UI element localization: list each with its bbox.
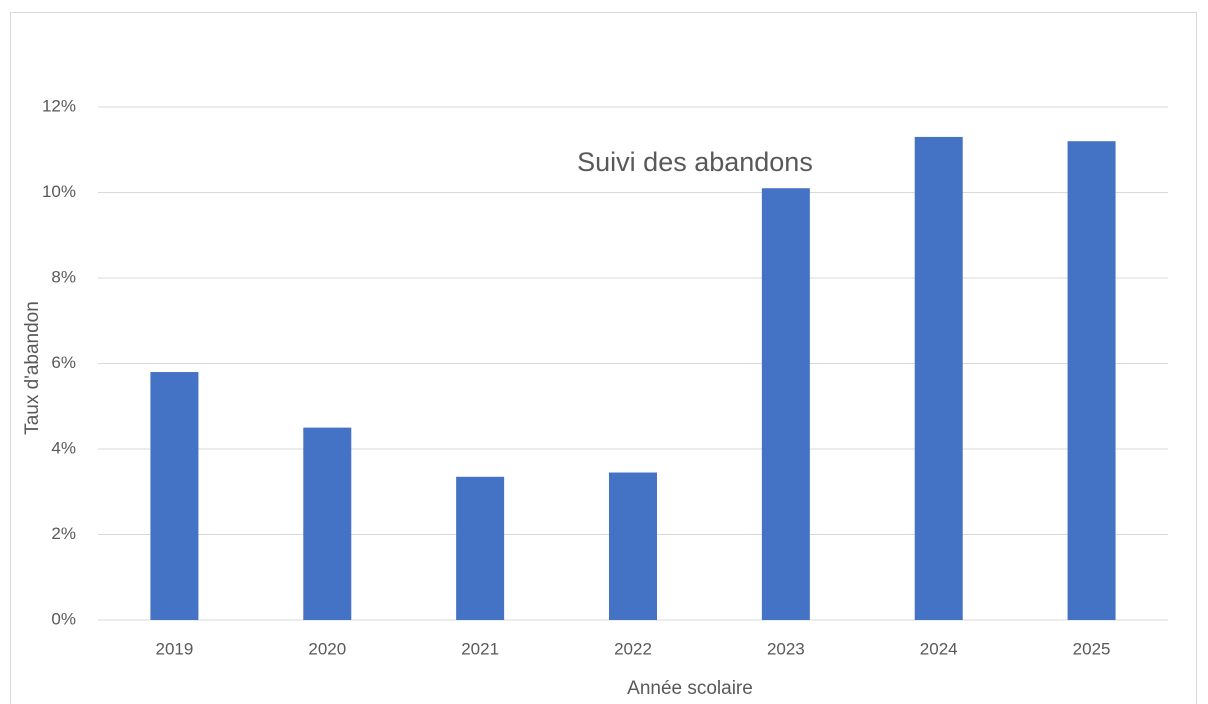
x-tick-label: 2022 [614,639,652,658]
chart-title: Suivi des abandons [577,147,813,177]
bar [914,136,963,621]
bar [1067,141,1116,620]
bar [761,188,810,620]
y-tick-label: 0% [51,609,76,628]
x-tick-label: 2020 [308,639,346,658]
x-axis-label: Année scolaire [627,678,753,699]
bar [456,476,505,620]
x-tick-label: 2023 [767,639,805,658]
bar [150,372,199,620]
y-tick-label: 8% [51,267,76,286]
x-tick-label: 2025 [1073,639,1111,658]
y-tick-label: 6% [51,353,76,372]
bar [303,427,352,620]
y-axis-label: Taux d'abandon [22,301,43,435]
chart-border [10,12,1197,704]
bar [609,472,657,620]
y-tick-label: 2% [51,524,76,543]
y-tick-label: 10% [42,182,76,201]
y-tick-label: 12% [42,96,76,115]
x-tick-label: 2019 [156,639,194,658]
y-tick-label: 4% [51,438,76,457]
x-tick-label: 2024 [920,639,958,658]
x-tick-label: 2021 [461,639,499,658]
